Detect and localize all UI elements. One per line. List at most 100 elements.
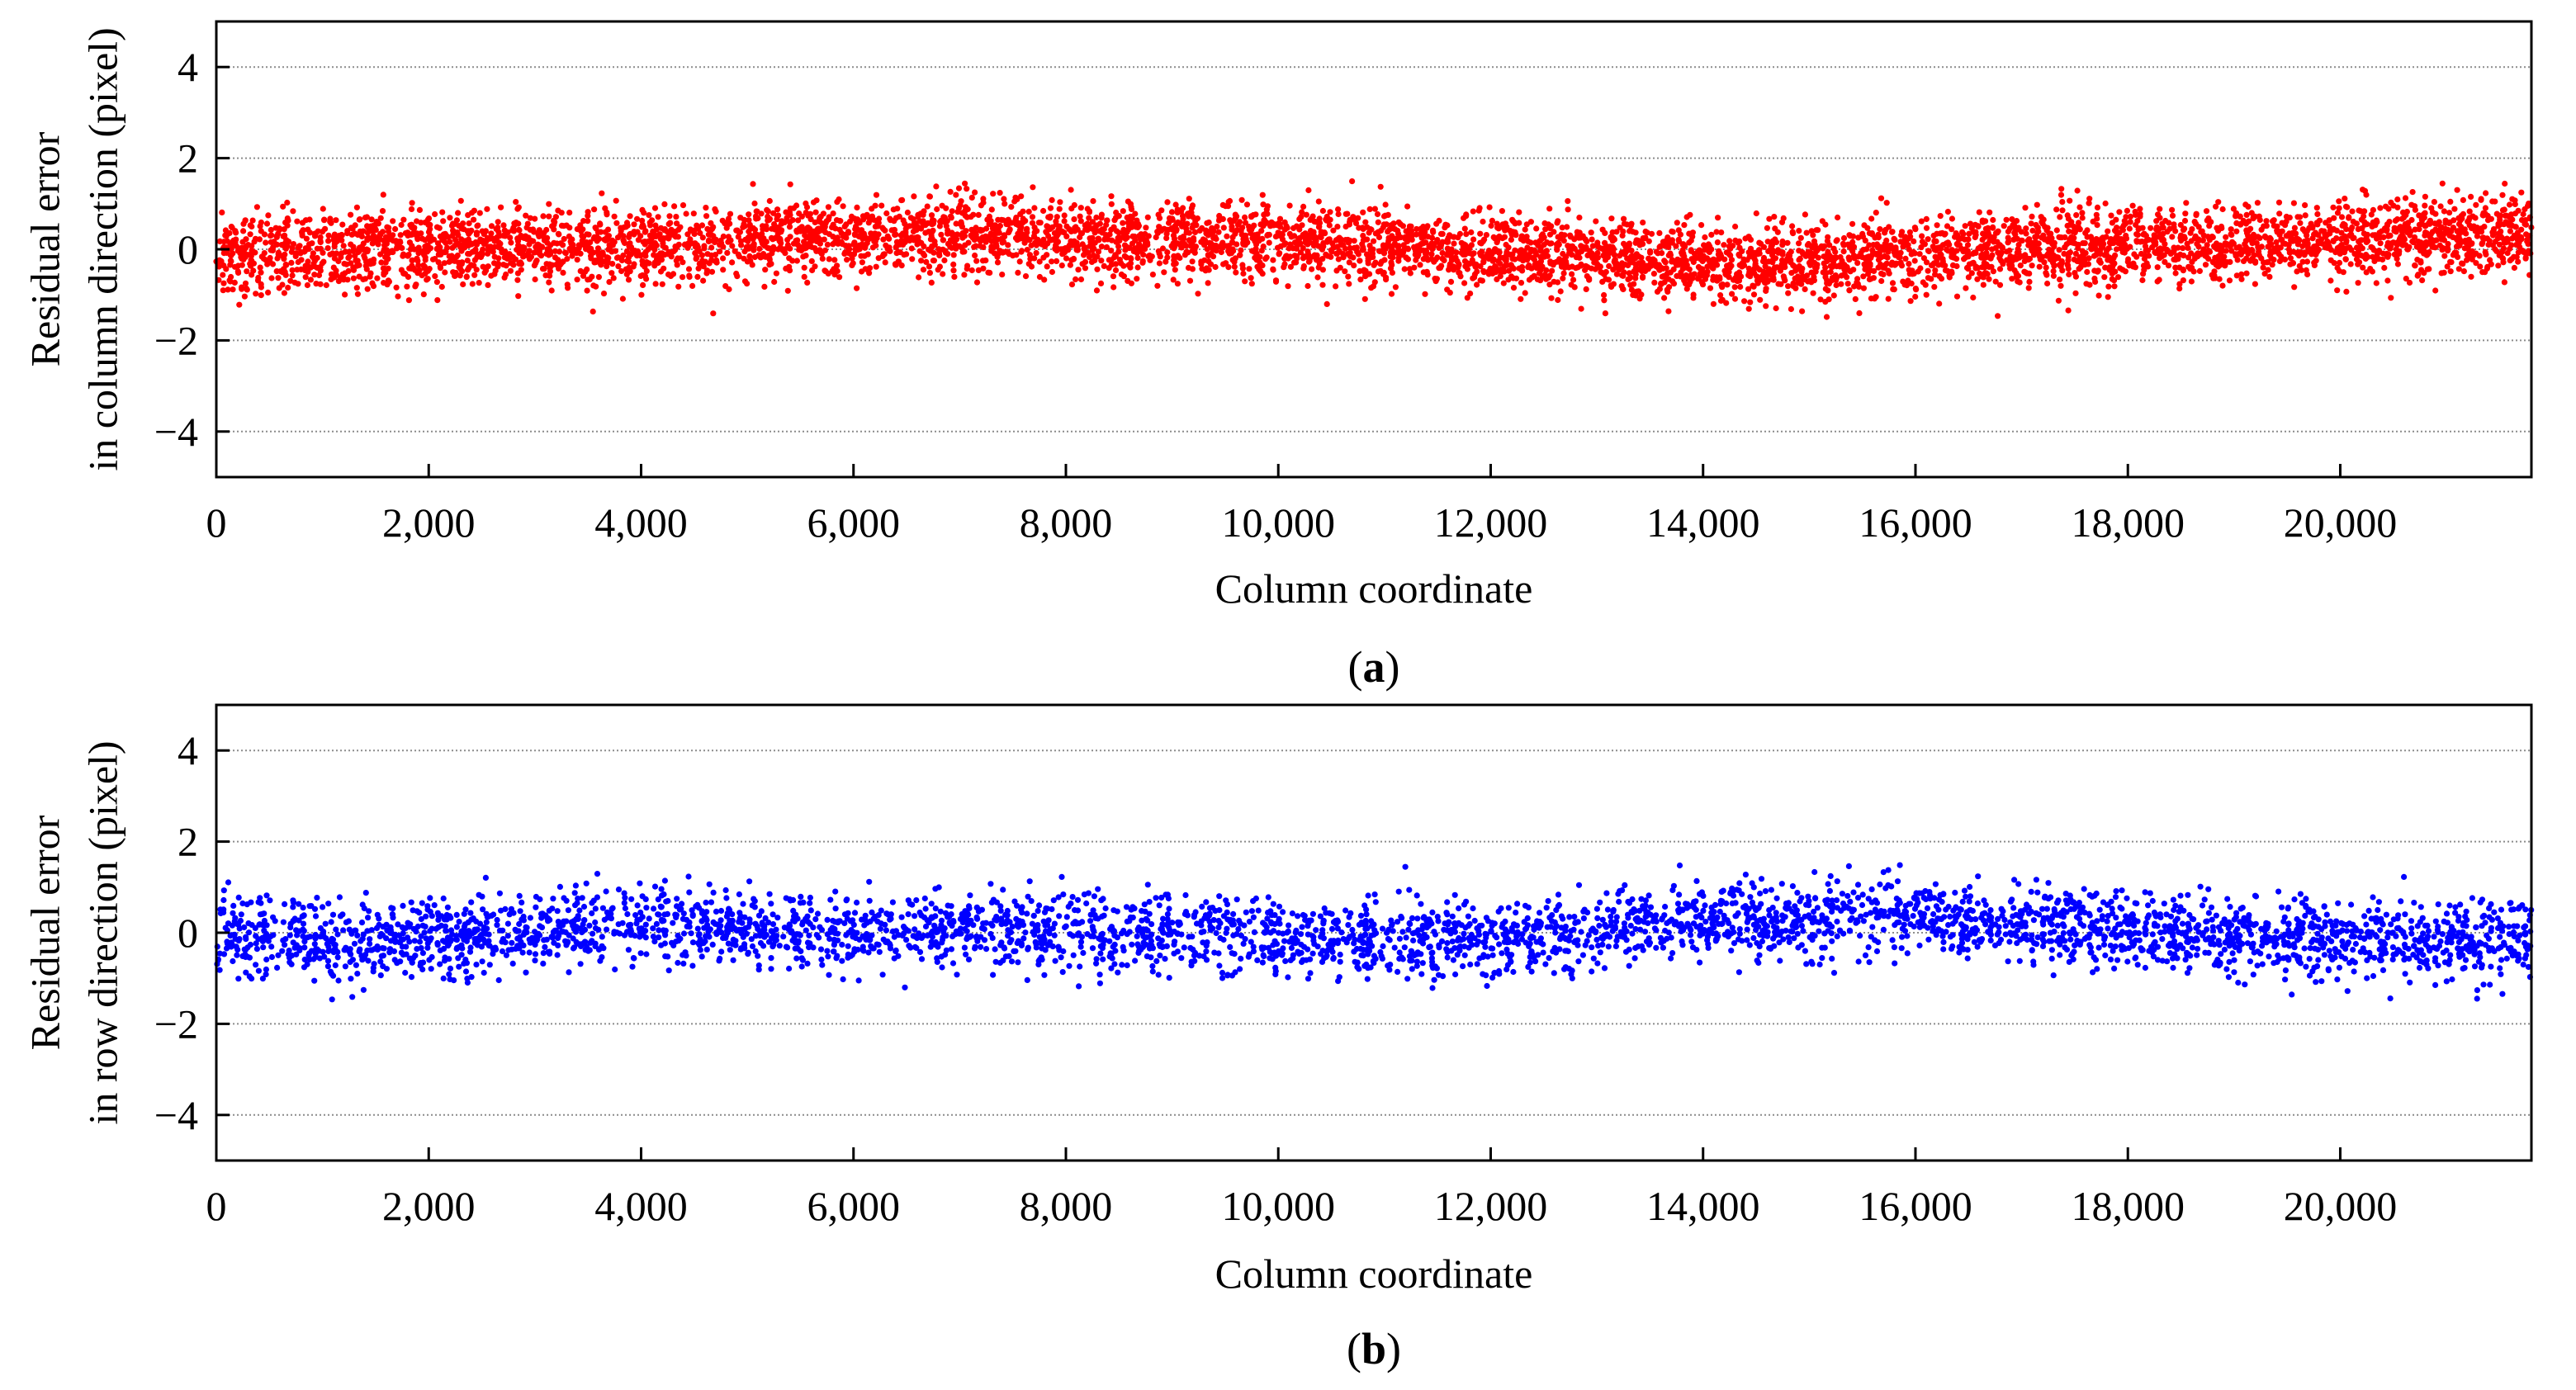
panel-a-point [1252,254,1258,261]
panel-a-point [1866,276,1873,283]
panel-a-point [2422,193,2428,200]
panel-a-point [2071,256,2077,262]
panel-a-point [854,216,861,223]
panel-a-point [1799,308,1806,314]
panel-a-point [1870,242,1877,248]
panel-a-point [473,231,481,238]
panel-a-point [1934,230,1940,237]
panel-a-point [2189,258,2195,265]
panel-a-point [2412,262,2418,269]
panel-a-point [1964,252,1971,258]
panel-a-point [1439,255,1446,262]
panel-a-point [2071,224,2077,230]
panel-a-point [2522,206,2528,213]
panel-a-point [574,277,580,283]
panel-a-point [2441,253,2448,259]
panel-a-point [325,232,332,239]
panel-a-point [1296,215,1303,222]
panel-a-point [328,220,334,226]
panel-a-point [1788,270,1795,277]
panel-a-point [525,249,532,256]
panel-a-point [1180,215,1186,222]
panel-a-point [1620,286,1627,292]
panel-a-point [890,206,897,213]
panel-a-point [968,194,975,201]
panel-a-point [2424,266,2431,272]
panel-a-point [1058,262,1065,269]
panel-a-point [2230,206,2237,212]
panel-a-point [2381,264,2388,272]
panel-a-point [923,258,930,265]
panel-a-point [325,238,332,244]
panel-a-point [555,257,561,263]
panel-a-point [1813,227,1820,234]
panel-a-point [1215,229,1222,235]
panel-a-point [1480,259,1487,266]
panel-a-point [1380,221,1387,228]
panel-a-point [2096,257,2103,263]
panel-a-point [2334,287,2341,294]
panel-a-point [1508,273,1515,280]
panel-a-point [2445,240,2451,248]
panel-a-point [2057,214,2063,220]
panel-a-point [1219,244,1225,251]
panel-a-point [2105,294,2111,300]
panel-a-point [1651,279,1658,286]
panel-a-point [2017,262,2024,269]
panel-a-point [1878,277,1885,285]
panel-a-point [1625,262,1631,268]
panel-a-point [1911,258,1918,264]
panel-a-point [864,266,870,272]
panel-a-point [1604,251,1612,258]
panel-a-point [2110,277,2118,284]
panel-a-point [964,262,971,269]
panel-a-point [2016,279,2023,286]
panel-a-point [1128,280,1134,286]
panel-a-point [2013,227,2020,234]
panel-a-point [2346,232,2353,239]
panel-a-point [2059,207,2066,214]
panel-a-point [2439,247,2446,253]
panel-a-point [1098,211,1105,218]
panel-a-point [356,273,362,280]
panel-a-point [2074,187,2081,194]
panel-a-point [961,272,968,278]
panel-a-point [1476,205,1483,211]
panel-a-point [1044,252,1050,258]
panel-a-point [2181,234,2188,240]
panel-a-point [2330,204,2337,210]
panel-a-point [1388,225,1395,232]
panel-a-point [1077,276,1085,283]
panel-a-point [244,268,250,275]
panel-a-point [1294,242,1300,248]
panel-a-point [1335,256,1342,262]
panel-a-point [239,239,246,245]
panel-a-point [258,269,264,276]
panel-a-point [661,201,668,207]
panel-a-point [674,220,680,227]
panel-a-point [1239,262,1246,268]
panel-a-point [2029,213,2035,220]
panel-a-point [1682,280,1688,287]
panel-a-point [1047,205,1054,211]
panel-a-point [342,291,348,298]
panel-a-point [2484,217,2492,224]
panel-a-point [1726,238,1733,244]
panel-a-point [751,200,758,207]
panel-a-point [2336,198,2342,205]
panel-a-point [1163,258,1169,265]
panel-a-point [1583,286,1589,292]
panel-a-point [1447,278,1455,285]
panel-a-point [2472,228,2479,234]
panel-a-point [2336,205,2342,211]
panel-a-point [1400,242,1407,248]
panel-a-point [1319,267,1326,273]
panel-a-point [1612,260,1619,267]
panel-a-point [2502,180,2508,187]
panel-a-point [239,286,245,292]
panel-a-point [546,279,552,286]
panel-a-point [455,210,462,216]
panel-a-point [1361,295,1368,302]
panel-a-point [597,221,604,228]
panel-a-point [268,239,274,245]
